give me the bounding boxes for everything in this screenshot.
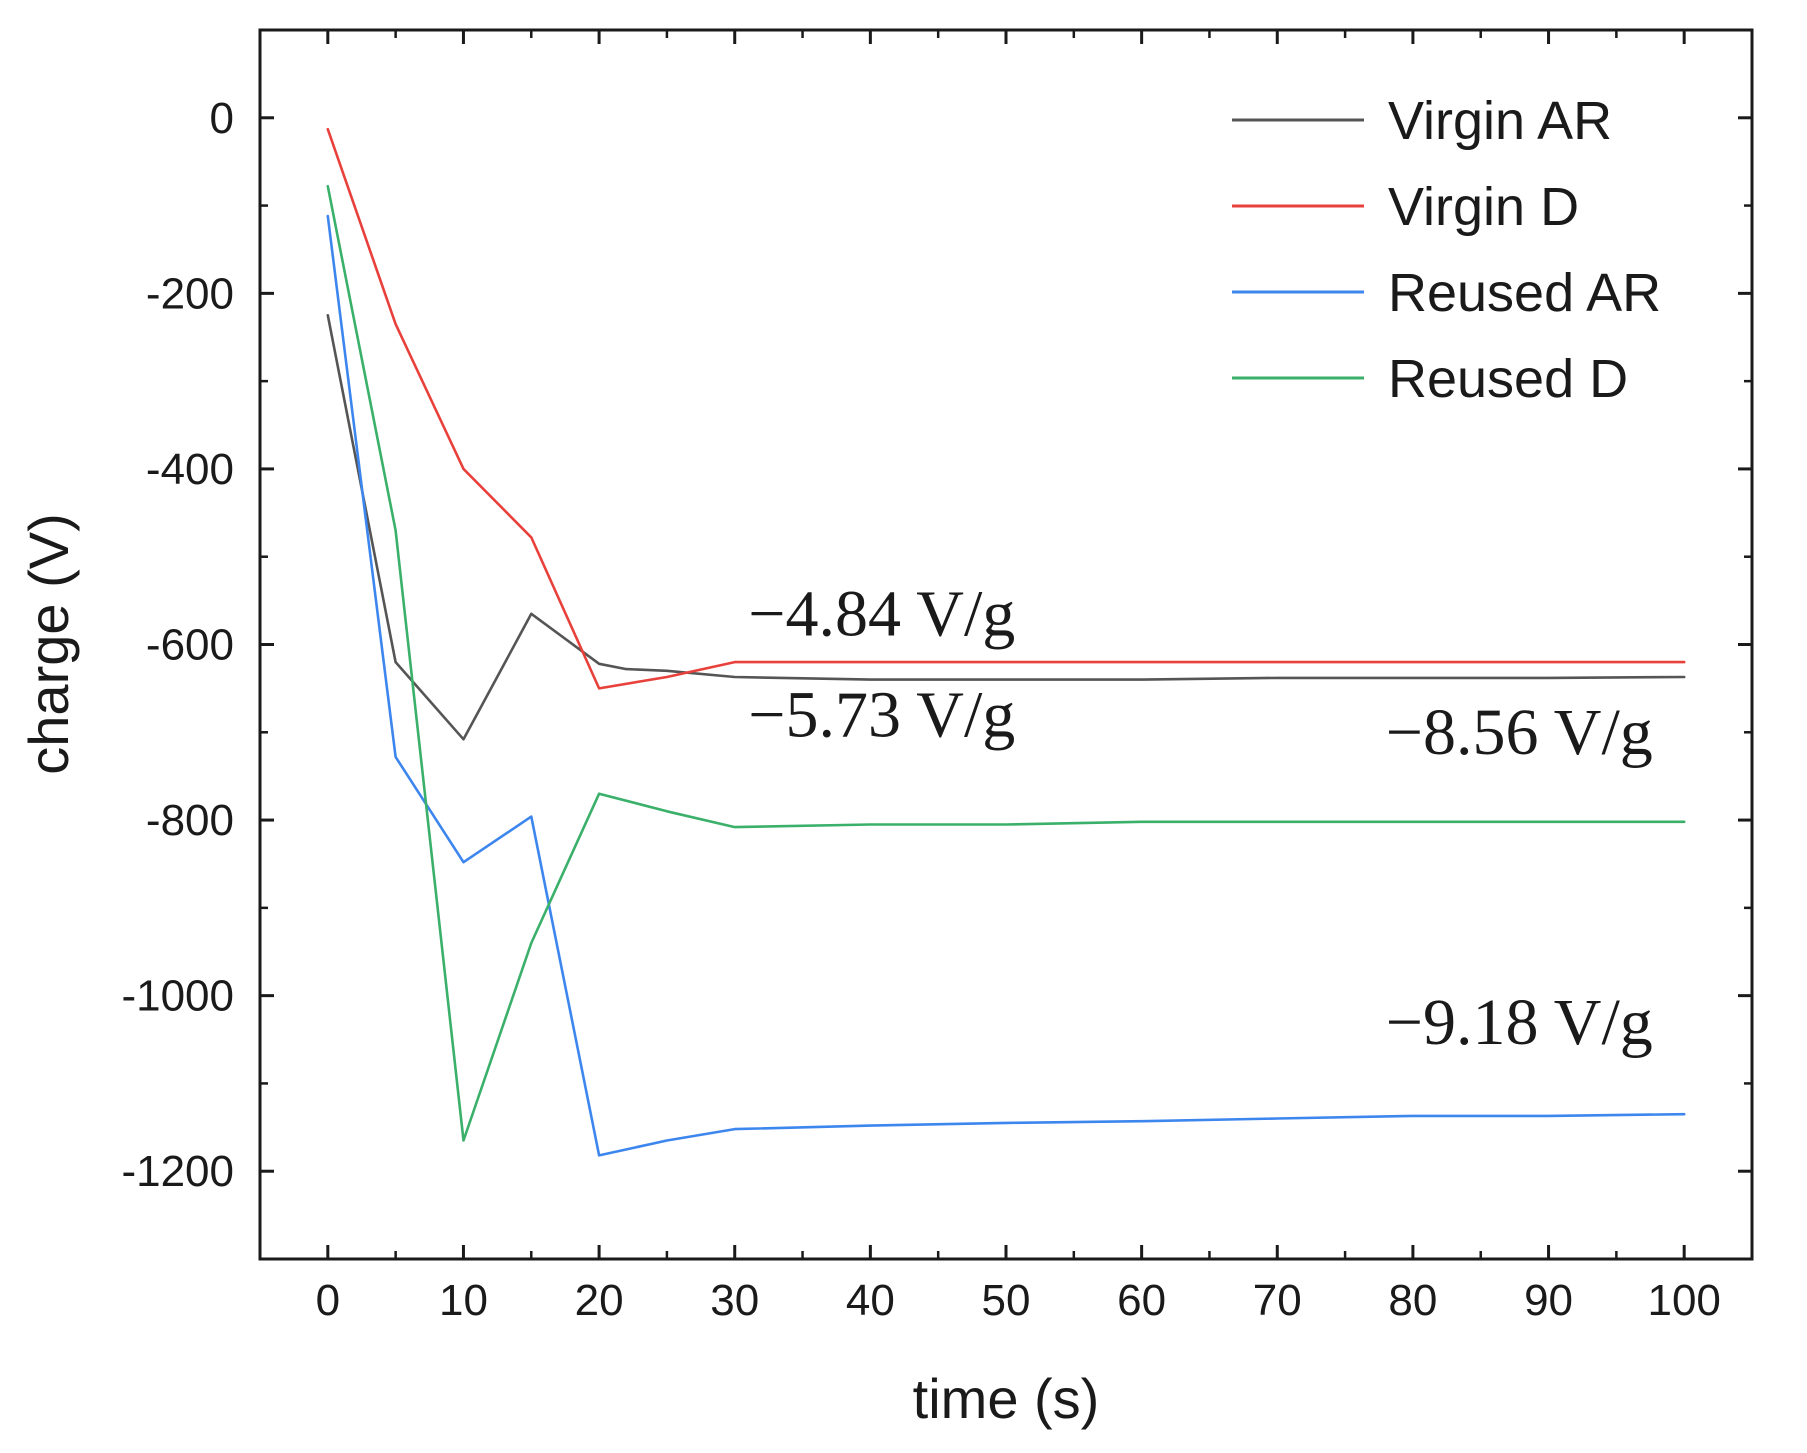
x-tick-label: 90 — [1524, 1276, 1573, 1325]
x-tick-label: 0 — [316, 1276, 340, 1325]
y-axis-label: charge (V) — [17, 513, 80, 774]
series-line-virgin-d — [326, 127, 1686, 690]
y-tick-label: -800 — [146, 796, 234, 845]
slope-annotation: −8.56 V/g — [1386, 696, 1653, 769]
x-tick-label: 60 — [1117, 1276, 1166, 1325]
x-tick-label: 70 — [1253, 1276, 1302, 1325]
y-tick-label: -200 — [146, 269, 234, 318]
series-line-virgin-ar — [326, 313, 1686, 741]
legend: Virgin AR Virgin D Reused AR Reused D — [1232, 91, 1661, 409]
x-tick-label: 20 — [575, 1276, 624, 1325]
legend-label: Reused AR — [1388, 263, 1661, 323]
y-tick-label: -1000 — [121, 972, 234, 1021]
ticks-layer: 0 10 20 30 40 50 60 70 80 90 100 0 -200 -400 -600 -800 -… — [121, 30, 1752, 1325]
x-tick-label: 40 — [846, 1276, 895, 1325]
annotation-layer: −4.84 V/g −5.73 V/g −8.56 V/g −9.18 V/g — [748, 578, 1653, 1059]
y-tick-label: -600 — [146, 621, 234, 670]
x-tick-label: 10 — [439, 1276, 488, 1325]
series-layer — [326, 127, 1686, 1157]
y-tick-label: -1200 — [121, 1147, 234, 1196]
x-tick-label: 50 — [982, 1276, 1031, 1325]
legend-label: Virgin D — [1388, 177, 1579, 237]
slope-annotation: −4.84 V/g — [748, 578, 1015, 651]
slope-annotation: −5.73 V/g — [748, 679, 1015, 752]
legend-label: Virgin AR — [1388, 91, 1612, 151]
x-tick-label: 30 — [710, 1276, 759, 1325]
x-tick-label: 80 — [1388, 1276, 1437, 1325]
legend-label: Reused D — [1388, 349, 1628, 409]
y-tick-label: 0 — [210, 94, 234, 143]
x-axis-label: time (s) — [913, 1367, 1100, 1430]
series-line-reused-ar — [326, 214, 1686, 1157]
series-line-reused-d — [326, 185, 1686, 1142]
y-tick-label: -400 — [146, 445, 234, 494]
slope-annotation: −9.18 V/g — [1386, 986, 1653, 1059]
x-tick-label: 100 — [1647, 1276, 1720, 1325]
